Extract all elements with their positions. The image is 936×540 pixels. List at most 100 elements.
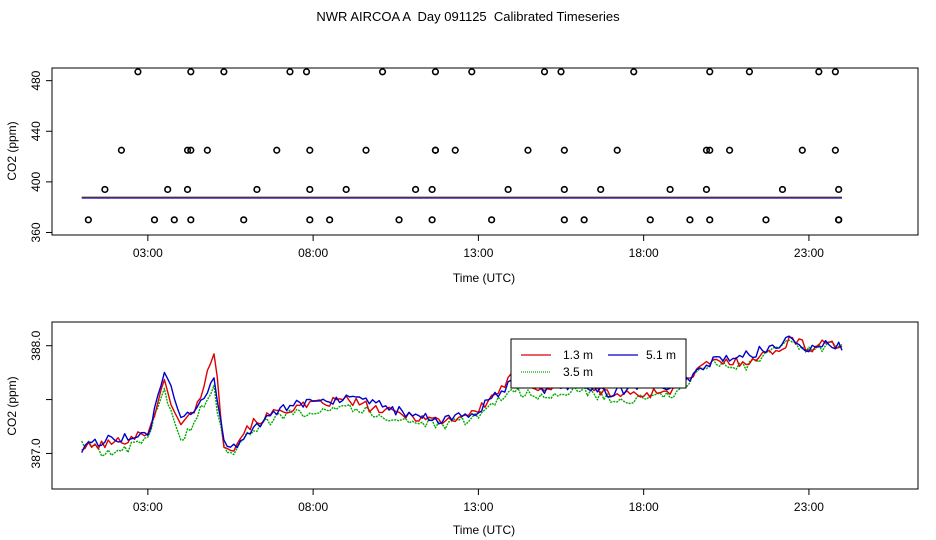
top-x-tick-label: 23:00: [794, 246, 824, 260]
calibration-point: [815, 68, 823, 76]
calibration-point: [725, 146, 734, 154]
calibration-point: [170, 216, 178, 224]
series-line-1-3-m: [81, 336, 843, 452]
calibration-point: [580, 216, 588, 224]
calibration-point: [150, 216, 159, 224]
calibration-point: [646, 216, 654, 224]
calibration-point: [84, 216, 92, 224]
top-y-tick-label: 360: [29, 222, 43, 242]
bottom-x-axis: 03:00 08:00 13:00 18:00 23:00: [133, 489, 824, 514]
top-y-axis: 360 400 440 480: [29, 70, 52, 242]
bottom-x-tick-label: 08:00: [298, 500, 328, 514]
calibration-point: [706, 146, 714, 154]
bottom-x-tick-label: 13:00: [463, 500, 493, 514]
bottom-y-tick-label: 388.0: [29, 330, 43, 360]
calibration-point: [431, 68, 440, 76]
calibration-point: [306, 185, 314, 194]
calibration-point: [630, 68, 638, 76]
calibration-point: [183, 185, 192, 194]
bottom-y-axis: 387.0 388.0: [29, 330, 52, 468]
calibration-point: [560, 146, 568, 154]
calibration-point: [666, 185, 674, 194]
bottom-x-tick-label: 18:00: [629, 500, 659, 514]
calibration-point: [183, 146, 192, 154]
top-plot-frame: [51, 67, 919, 236]
calibration-point: [762, 216, 770, 224]
calibration-point: [488, 216, 496, 224]
calibration-point: [203, 146, 211, 154]
top-panel: 03:00 08:00 13:00 18:00 23:00 360 400 440 480 T…: [5, 67, 919, 285]
calibration-point: [117, 146, 126, 154]
top-y-tick-label: 400: [29, 172, 43, 192]
calibration-point: [187, 216, 195, 224]
calibration-point: [468, 68, 476, 76]
top-x-tick-label: 13:00: [463, 246, 493, 260]
bottom-x-axis-label: Time (UTC): [453, 523, 515, 537]
calibration-point: [831, 68, 839, 76]
calibration-point: [451, 146, 459, 154]
calibration-point: [411, 185, 420, 194]
calibration-point: [362, 146, 370, 154]
calibration-point: [706, 68, 714, 76]
bottom-x-tick-label: 03:00: [133, 500, 163, 514]
calibration-point: [187, 68, 195, 76]
top-calibration-points: [84, 68, 843, 224]
calibration-point: [778, 185, 787, 194]
calibration-point: [560, 185, 568, 194]
bottom-series-lines: [81, 335, 843, 457]
calibration-point: [504, 185, 512, 194]
top-x-axis: 03:00 08:00 13:00 18:00 23:00: [133, 235, 824, 260]
calibration-point: [164, 185, 172, 194]
calibration-point: [240, 216, 248, 224]
bottom-x-tick-label: 23:00: [794, 500, 824, 514]
bottom-plot-frame: [51, 321, 919, 490]
bottom-panel: 03:00 08:00 13:00 18:00 23:00 387.0 388.0 Tim…: [5, 321, 919, 537]
calibration-point: [395, 216, 403, 224]
top-baseline-lines: [81, 196, 842, 199]
calibration-point: [613, 146, 621, 154]
bottom-y-axis-label: CO2 (ppm): [5, 376, 19, 435]
legend-box: [510, 338, 687, 389]
calibration-point: [557, 68, 565, 76]
calibration-point: [302, 68, 311, 76]
legend-label-1-3m: 1.3 m: [563, 348, 593, 362]
top-x-tick-label: 18:00: [629, 246, 659, 260]
calibration-point: [306, 216, 314, 224]
calibration-point: [378, 68, 387, 76]
calibration-point: [702, 185, 711, 194]
top-x-tick-label: 03:00: [133, 246, 163, 260]
calibration-point: [428, 185, 436, 194]
top-x-axis-label: Time (UTC): [453, 271, 515, 285]
legend: 1.3 m 3.5 m 5.1 m: [510, 338, 687, 389]
calibration-point: [524, 146, 532, 154]
calibration-point: [597, 185, 605, 194]
calibration-point: [560, 216, 568, 224]
top-x-tick-label: 08:00: [298, 246, 328, 260]
calibration-point: [306, 146, 314, 154]
calibration-point: [428, 216, 436, 224]
calibration-point: [835, 185, 843, 194]
legend-label-3-5m: 3.5 m: [563, 365, 593, 379]
calibration-point: [326, 216, 334, 224]
calibration-point: [342, 185, 350, 194]
legend-label-5-1m: 5.1 m: [646, 348, 676, 362]
calibration-point: [798, 146, 806, 154]
top-y-axis-label: CO2 (ppm): [5, 121, 19, 180]
calibration-point: [540, 68, 549, 76]
calibration-point: [220, 68, 228, 76]
top-y-tick-label: 480: [29, 70, 43, 90]
calibration-point: [253, 185, 261, 194]
calibration-point: [706, 216, 714, 224]
calibration-point: [187, 146, 195, 154]
calibration-point: [702, 146, 711, 154]
calibration-point: [686, 216, 694, 224]
chart-title: NWR AIRCOA A Day 091125 Calibrated Times…: [316, 9, 620, 24]
series-line-5-1-m: [81, 335, 843, 453]
calibration-point: [134, 68, 142, 76]
bottom-y-tick-label: 387.0: [29, 438, 43, 468]
calibration-point: [431, 146, 440, 154]
calibration-point: [273, 146, 281, 154]
calibration-point: [286, 68, 294, 76]
calibration-point: [835, 216, 843, 224]
